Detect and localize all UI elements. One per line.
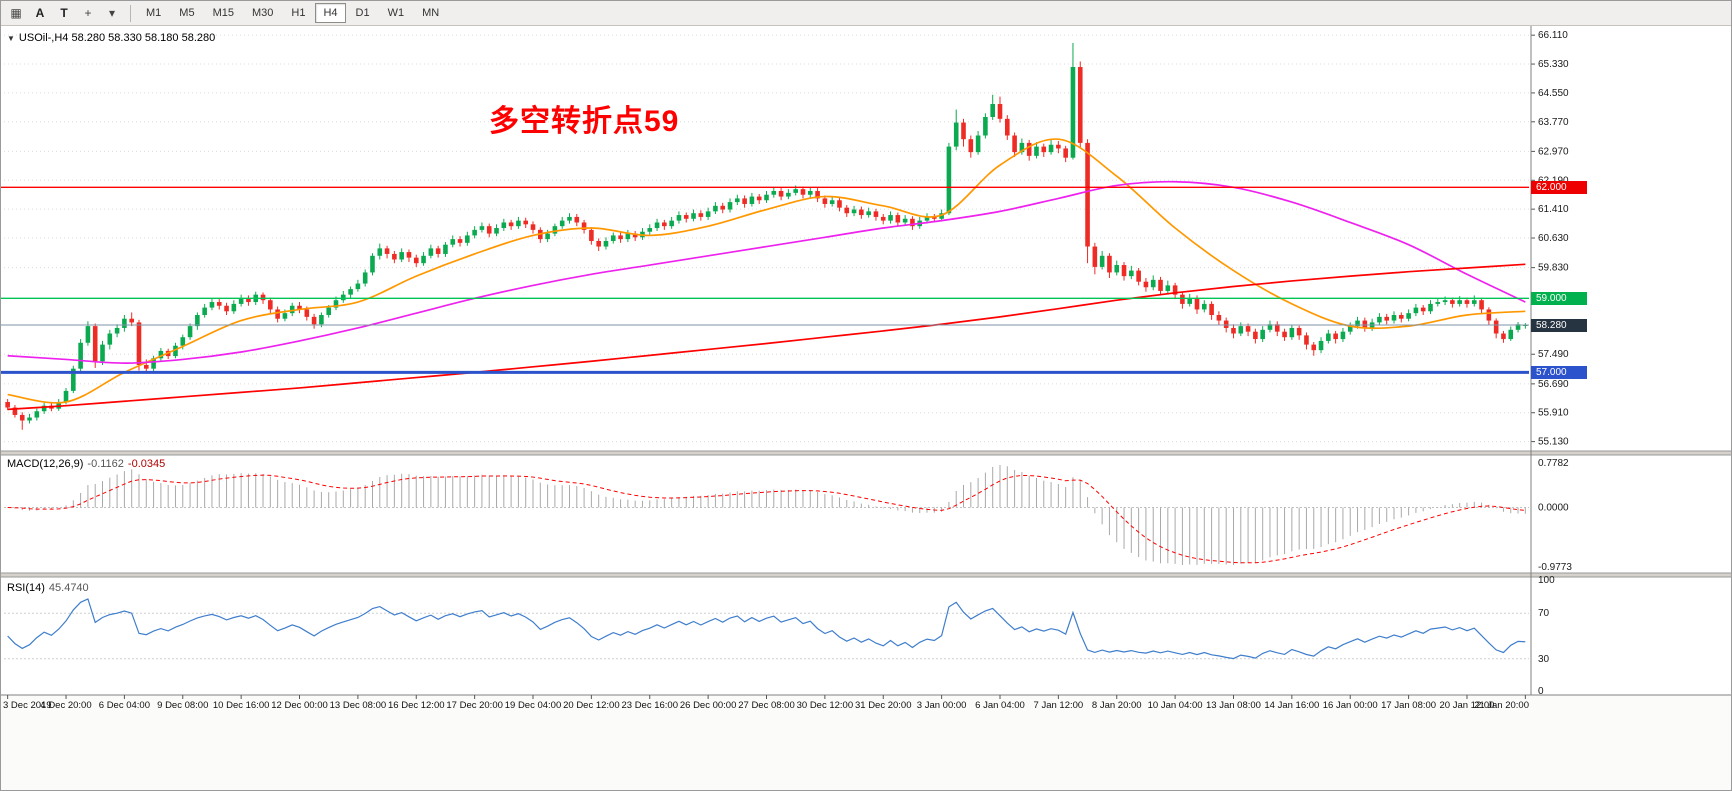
crosshair-tool-button[interactable]: + <box>84 6 92 20</box>
time-axis-label: 10 Dec 16:00 <box>213 700 270 711</box>
timeframe-m30-button[interactable]: M30 <box>251 7 274 19</box>
price-axis-labels[interactable]: 66.110 65.330 64.550 63.770 62.970 62.190 61.4… <box>1531 30 1569 448</box>
chart-canvas[interactable]: 66.110 65.330 64.550 63.770 62.970 62.190 61.4… <box>1 26 1732 791</box>
price-tick-label: 62.970 <box>1538 146 1569 157</box>
time-axis-label: 6 Jan 04:00 <box>975 700 1025 711</box>
macd-header: MACD(12,26,9) -0.1162 -0.0345 <box>7 458 165 470</box>
toolbar-separator <box>130 4 131 22</box>
time-axis-label: 9 Dec 08:00 <box>157 700 208 711</box>
timeframe-mn-button[interactable]: MN <box>422 7 440 19</box>
timeframe-h1-button[interactable]: H1 <box>291 7 306 19</box>
time-axis-label: 7 Jan 12:00 <box>1034 700 1084 711</box>
rsi-scale-label: 0 <box>1538 686 1544 697</box>
ma-fast-line <box>7 138 1526 404</box>
price-tick-label: 61.410 <box>1538 204 1569 215</box>
rsi-line <box>7 598 1526 660</box>
rsi-scale-label: 30 <box>1538 654 1550 665</box>
text-tool-button[interactable]: T <box>60 6 68 20</box>
time-axis-label: 6 Dec 04:00 <box>99 700 150 711</box>
ma-slow-line <box>7 263 1526 411</box>
macd-histogram <box>14 465 1526 565</box>
time-axis-label: 13 Dec 08:00 <box>330 700 387 711</box>
time-axis-label: 31 Dec 20:00 <box>855 700 912 711</box>
price-tick-label: 59.830 <box>1538 263 1569 274</box>
timeframe-m15-button[interactable]: M15 <box>212 7 234 19</box>
time-axis-label: 3 Dec 2019 <box>3 700 52 711</box>
ma-mid-line <box>7 180 1526 364</box>
macd-name: MACD(12,26,9) <box>7 458 84 470</box>
panel-separator-1[interactable] <box>1 451 1732 455</box>
rsi-value: 45.4740 <box>48 582 89 594</box>
timeframe-m5-button[interactable]: M5 <box>179 7 195 19</box>
price-tick-label: 63.770 <box>1538 117 1569 128</box>
price-tick-label: 55.130 <box>1538 437 1569 448</box>
price-tick-label: 57.490 <box>1538 349 1569 360</box>
candles-layer <box>5 42 1528 430</box>
time-axis-label: 19 Dec 04:00 <box>505 700 562 711</box>
time-axis-label: 21 Jan 20:00 <box>1474 700 1529 711</box>
price-tick-label: 65.330 <box>1538 59 1569 70</box>
price-badge-59.000: 59.000 <box>1531 291 1587 305</box>
symbol-dropdown-icon[interactable]: ▼ <box>7 33 15 43</box>
time-axis-label: 16 Dec 12:00 <box>388 700 445 711</box>
time-axis-label: 20 Jan 12:00 <box>1440 700 1495 711</box>
timeframe-d1-button[interactable]: D1 <box>355 7 370 19</box>
price-tick-label: 55.910 <box>1538 408 1569 419</box>
price-tick-label: 62.190 <box>1538 175 1569 186</box>
timeframe-h4-button[interactable]: H4 <box>315 3 346 23</box>
time-axis-label: 3 Jan 00:00 <box>917 700 967 711</box>
rsi-header: RSI(14) 45.4740 <box>7 582 89 594</box>
macd-scale-label: -0.9773 <box>1538 562 1572 573</box>
panel-separator-2[interactable] <box>1 573 1732 577</box>
chart-title: USOil-,H4 58.280 58.330 58.180 58.280 <box>18 32 216 44</box>
price-tick-label: 56.690 <box>1538 379 1569 390</box>
toolbar: ▦ A T + ▾ M1 M5 M15 M30 H1 H4 D1 W1 MN <box>1 1 1731 26</box>
time-axis-label: 13 Jan 08:00 <box>1206 700 1261 711</box>
time-axis-label: 17 Jan 08:00 <box>1381 700 1436 711</box>
timeframe-m1-button[interactable]: M1 <box>146 7 162 19</box>
price-badge-58.280: 58.280 <box>1531 318 1587 332</box>
chart-area[interactable]: 66.110 65.330 64.550 63.770 62.970 62.190 61.4… <box>1 26 1732 791</box>
time-axis-label: 10 Jan 04:00 <box>1148 700 1203 711</box>
macd-main-value: -0.1162 <box>87 458 124 470</box>
price-tick-label: 64.550 <box>1538 88 1569 99</box>
macd-signal-value: -0.0345 <box>127 458 166 470</box>
timeframe-buttons-group: M1 M5 M15 M30 H1 H4 D1 W1 MN <box>137 3 448 23</box>
rsi-name: RSI(14) <box>7 582 45 594</box>
macd-axis-labels: 0.7782 0.0000 -0.9773 <box>1538 458 1572 573</box>
chart-tools-group: ▦ A T + ▾ <box>4 3 124 24</box>
macd-scale-label: 0.0000 <box>1538 502 1569 513</box>
tools-dropdown-icon[interactable]: ▾ <box>108 6 116 20</box>
chart-annotation-text[interactable]: 多空转折点59 <box>489 105 680 138</box>
price-badge-62.000: 62.000 <box>1531 180 1587 194</box>
time-axis-label: 20 Dec 12:00 <box>563 700 620 711</box>
chart-windows-icon[interactable]: ▦ <box>10 6 22 20</box>
time-axis-label: 4 Dec 20:00 <box>40 700 91 711</box>
time-axis-label: 16 Jan 00:00 <box>1323 700 1378 711</box>
price-tick-label: 66.110 <box>1538 30 1568 41</box>
time-axis-label: 14 Jan 16:00 <box>1264 700 1319 711</box>
time-axis-label: 17 Dec 20:00 <box>446 700 503 711</box>
macd-signal-line <box>7 474 1526 564</box>
time-axis-label: 30 Dec 12:00 <box>797 700 854 711</box>
time-axis-label: 26 Dec 00:00 <box>680 700 737 711</box>
time-axis-label: 12 Dec 00:00 <box>271 700 328 711</box>
time-axis-label: 27 Dec 08:00 <box>738 700 795 711</box>
rsi-scale-label: 70 <box>1538 608 1550 619</box>
rsi-axis-labels: 100 70 30 0 <box>1538 575 1555 697</box>
price-badge-57.000: 57.000 <box>1531 365 1587 379</box>
timeframe-w1-button[interactable]: W1 <box>387 7 405 19</box>
rsi-scale-label: 100 <box>1538 575 1555 586</box>
chart-title-bar: ▼ USOil-,H4 58.280 58.330 58.180 58.280 <box>7 32 215 44</box>
time-axis-label: 8 Jan 20:00 <box>1092 700 1142 711</box>
cursor-tool-button[interactable]: A <box>35 6 45 20</box>
time-axis-label: 23 Dec 16:00 <box>621 700 678 711</box>
price-tick-label: 60.630 <box>1538 233 1569 244</box>
macd-scale-label: 0.7782 <box>1538 458 1569 469</box>
